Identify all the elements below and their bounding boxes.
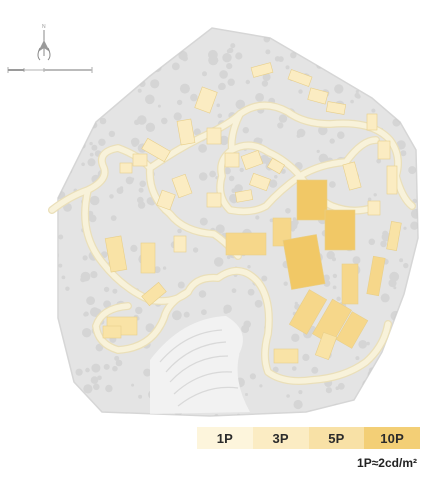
building-6 bbox=[176, 118, 196, 146]
building-20 bbox=[140, 242, 156, 274]
building-9 bbox=[132, 153, 148, 167]
building-14 bbox=[267, 157, 285, 175]
building-25 bbox=[377, 140, 391, 160]
building-21 bbox=[141, 281, 167, 307]
building-18 bbox=[173, 235, 187, 253]
building-1 bbox=[250, 62, 274, 78]
building-26 bbox=[342, 161, 362, 191]
building-32 bbox=[296, 179, 328, 221]
building-16 bbox=[156, 189, 176, 211]
building-15 bbox=[171, 173, 193, 199]
building-34 bbox=[324, 209, 356, 251]
building-12 bbox=[249, 172, 271, 192]
building-11 bbox=[240, 149, 264, 171]
building-29 bbox=[386, 220, 402, 252]
campus-site-map: N bbox=[7, 24, 419, 417]
terraced-quarry-area bbox=[150, 316, 250, 414]
building-37 bbox=[288, 289, 328, 335]
building-4 bbox=[325, 101, 347, 115]
building-33 bbox=[282, 234, 326, 290]
legend-item-3p: 3P bbox=[252, 427, 309, 449]
building-3 bbox=[307, 87, 329, 105]
building-42 bbox=[224, 152, 240, 168]
luminance-legend: 1P 3P 5P 10P bbox=[197, 427, 420, 449]
building-2 bbox=[287, 69, 313, 87]
building-36 bbox=[366, 255, 386, 297]
legend-item-10p: 10P bbox=[364, 427, 420, 449]
building-24 bbox=[366, 113, 378, 131]
building-footprints bbox=[102, 62, 402, 364]
legend-item-5p: 5P bbox=[308, 427, 365, 449]
building-35 bbox=[341, 263, 359, 305]
building-17 bbox=[206, 192, 222, 208]
building-31 bbox=[272, 217, 292, 247]
building-13 bbox=[234, 189, 254, 203]
building-8 bbox=[141, 137, 171, 163]
building-28 bbox=[367, 200, 381, 216]
building-7 bbox=[206, 127, 222, 145]
building-27 bbox=[386, 165, 398, 195]
unit-note: 1P≈2cd/m² bbox=[357, 456, 417, 470]
legend-item-1p: 1P bbox=[197, 427, 253, 449]
scale-bar-icon bbox=[7, 67, 93, 73]
building-30 bbox=[225, 232, 267, 256]
building-40 bbox=[314, 331, 338, 361]
svg-text:N: N bbox=[42, 24, 46, 30]
building-41 bbox=[273, 348, 299, 364]
north-arrow-icon: N bbox=[37, 24, 51, 61]
building-23 bbox=[102, 325, 122, 339]
building-5 bbox=[194, 86, 218, 114]
building-10 bbox=[119, 162, 133, 174]
building-19 bbox=[104, 235, 128, 273]
building-39 bbox=[335, 311, 369, 349]
